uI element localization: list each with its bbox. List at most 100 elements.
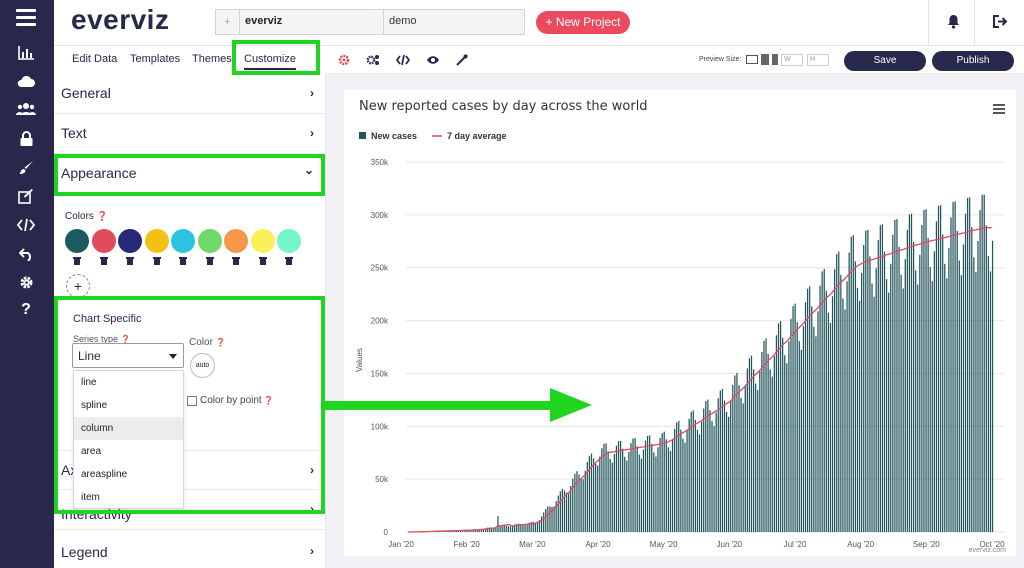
logout-icon[interactable] (993, 15, 1008, 33)
bar (599, 456, 601, 532)
legend-label-new-cases[interactable]: New cases (371, 131, 417, 141)
bar (958, 260, 960, 532)
cloud-icon[interactable] (14, 70, 38, 92)
color-swatch[interactable] (197, 229, 222, 253)
color-swatch[interactable] (224, 229, 248, 253)
option-areaspline[interactable]: areaspline (81, 469, 128, 480)
auto-color-button[interactable]: auto (190, 353, 215, 378)
everviz-logo[interactable]: everviz (71, 4, 170, 35)
color-by-point-checkbox[interactable]: Color by point ❓ (187, 395, 274, 406)
series-type-label: Series type ❓ (73, 334, 131, 344)
bar-chart-icon[interactable] (14, 42, 38, 64)
project-thumbnail[interactable]: + (216, 10, 240, 34)
laptop-icon[interactable] (746, 55, 758, 64)
bar (491, 527, 493, 532)
trash-icon[interactable] (285, 256, 293, 265)
menu-icon[interactable] (16, 9, 36, 30)
checkbox-icon[interactable] (187, 395, 197, 406)
color-swatch[interactable] (171, 229, 195, 253)
top-header: everviz + everviz demo + New Project (54, 0, 1024, 46)
eye-icon[interactable] (426, 53, 440, 67)
bar (985, 225, 987, 532)
bar (472, 529, 474, 532)
color-swatch[interactable] (118, 229, 142, 253)
bar (915, 270, 917, 532)
option-line[interactable]: line (81, 377, 97, 388)
tab-templates[interactable]: Templates (130, 53, 181, 65)
option-column[interactable]: column (74, 417, 183, 440)
code-icon[interactable] (395, 53, 411, 67)
lock-icon[interactable] (14, 127, 38, 149)
bar (728, 416, 730, 532)
tab-edit-data[interactable]: Edit Data (72, 53, 118, 65)
trash-icon[interactable] (73, 256, 81, 265)
bar (669, 450, 672, 532)
option-item[interactable]: item (81, 492, 100, 503)
undo-icon[interactable] (14, 243, 38, 265)
brush-icon[interactable] (14, 156, 38, 178)
bar (877, 239, 879, 533)
left-icon-rail: ? (0, 0, 54, 568)
bar (505, 525, 507, 532)
trash-icon[interactable] (126, 256, 134, 265)
color-swatch[interactable] (277, 229, 301, 253)
tab-themes[interactable]: Themes (192, 53, 232, 65)
help-icon[interactable]: ? (21, 301, 31, 318)
publish-button[interactable]: Publish (932, 51, 1014, 71)
bar (937, 205, 940, 533)
series-type-select[interactable]: Line (72, 343, 184, 368)
trash-icon[interactable] (205, 256, 214, 265)
tablet-icon[interactable] (761, 54, 769, 65)
gear-icon[interactable] (14, 271, 38, 293)
bar (939, 205, 942, 532)
cogs-icon[interactable] (366, 53, 380, 67)
color-swatch[interactable] (144, 229, 169, 253)
trash-icon[interactable] (152, 256, 161, 265)
section-general[interactable]: General › (54, 74, 326, 114)
bar (642, 449, 645, 532)
color-swatch[interactable] (250, 229, 275, 253)
eyedropper-icon[interactable] (456, 53, 470, 67)
bar (908, 214, 911, 532)
option-spline[interactable]: spline (81, 400, 108, 411)
bar (630, 443, 632, 532)
edit-icon[interactable] (14, 185, 38, 207)
new-project-button[interactable]: + New Project (536, 11, 630, 34)
project-name-input[interactable]: everviz (240, 10, 384, 34)
project-description-input[interactable]: demo (389, 15, 417, 27)
option-area[interactable]: area (81, 446, 102, 457)
section-text-label: Text (61, 125, 87, 141)
trash-icon[interactable] (232, 256, 240, 265)
bar (885, 279, 888, 532)
bell-icon[interactable] (947, 14, 960, 34)
bar (856, 287, 859, 532)
preview-width-input[interactable]: W (781, 54, 803, 66)
bar (619, 440, 622, 532)
save-button[interactable]: Save (844, 51, 926, 71)
x-tick-label: Mar '20 (519, 540, 546, 549)
color-swatch[interactable] (65, 229, 89, 253)
chart-menu-icon[interactable] (993, 104, 1005, 114)
section-legend[interactable]: Legend › (54, 532, 326, 568)
settings-gear-icon[interactable] (338, 53, 352, 67)
legend-label-7-day-average[interactable]: 7 day average (447, 131, 507, 141)
section-text[interactable]: Text › (54, 114, 326, 154)
trash-icon[interactable] (179, 256, 187, 265)
bar (962, 244, 965, 532)
users-icon[interactable] (14, 98, 38, 120)
phone-icon[interactable] (772, 54, 778, 65)
bar (705, 401, 707, 532)
trash-icon[interactable] (99, 256, 108, 265)
bar (765, 338, 767, 532)
bar (956, 230, 958, 533)
color-swatch[interactable] (91, 229, 116, 253)
tab-customize[interactable]: Customize (244, 53, 296, 70)
code-icon[interactable] (14, 214, 38, 236)
preview-height-input[interactable]: H (807, 54, 829, 66)
bar (609, 458, 611, 532)
bar (852, 235, 854, 533)
add-color-button[interactable]: + (66, 274, 90, 298)
trash-icon[interactable] (258, 256, 267, 265)
bar (836, 254, 838, 532)
bar (520, 524, 522, 532)
